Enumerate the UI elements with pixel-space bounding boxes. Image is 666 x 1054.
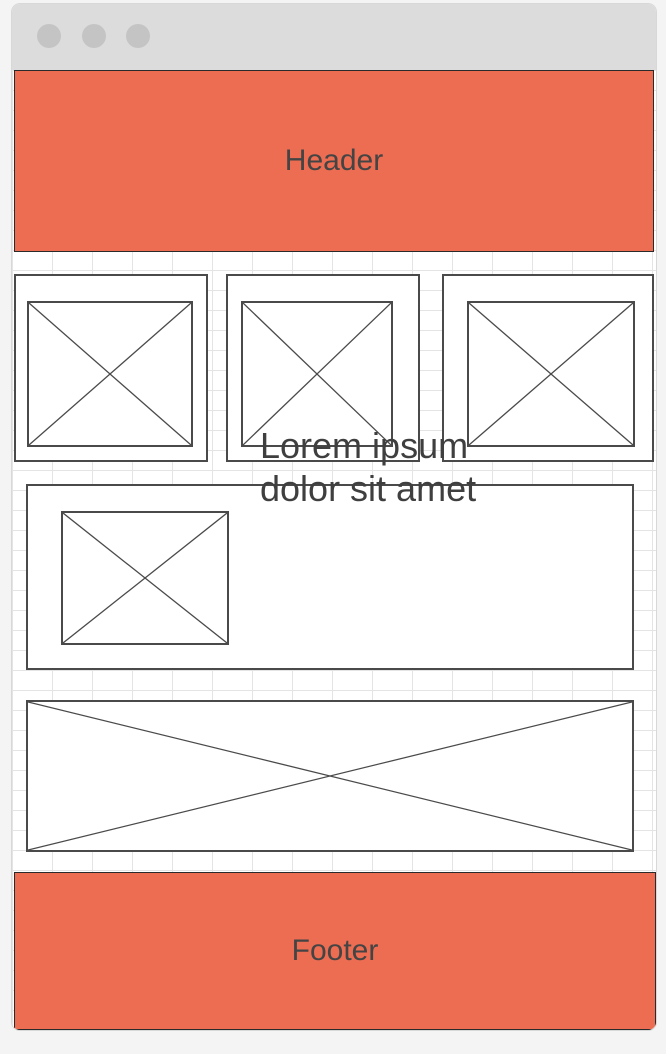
browser-window: Header: [12, 4, 656, 1030]
header-label: Header: [284, 144, 384, 177]
image-placeholder: [241, 301, 393, 447]
window-control-dot[interactable]: [126, 24, 150, 48]
media-text-card: [26, 484, 634, 670]
image-placeholder: [467, 301, 635, 447]
window-control-dot[interactable]: [37, 24, 61, 48]
image-card: [14, 274, 208, 462]
image-placeholder: [27, 301, 193, 447]
card-text-line: Lorem ipsum: [260, 425, 469, 466]
image-placeholder: [61, 511, 229, 645]
image-card: [442, 274, 654, 462]
window-titlebar: [12, 4, 656, 70]
footer-block: Footer: [14, 872, 656, 1030]
banner-image-placeholder: [26, 700, 634, 852]
card-body-text: Lorem ipsum dolor sit amet: [260, 424, 620, 510]
card-text-line: dolor sit amet: [260, 468, 477, 509]
window-control-dot[interactable]: [82, 24, 106, 48]
header-block: Header: [14, 70, 654, 252]
image-card: [226, 274, 420, 462]
footer-label: Footer: [291, 934, 379, 967]
